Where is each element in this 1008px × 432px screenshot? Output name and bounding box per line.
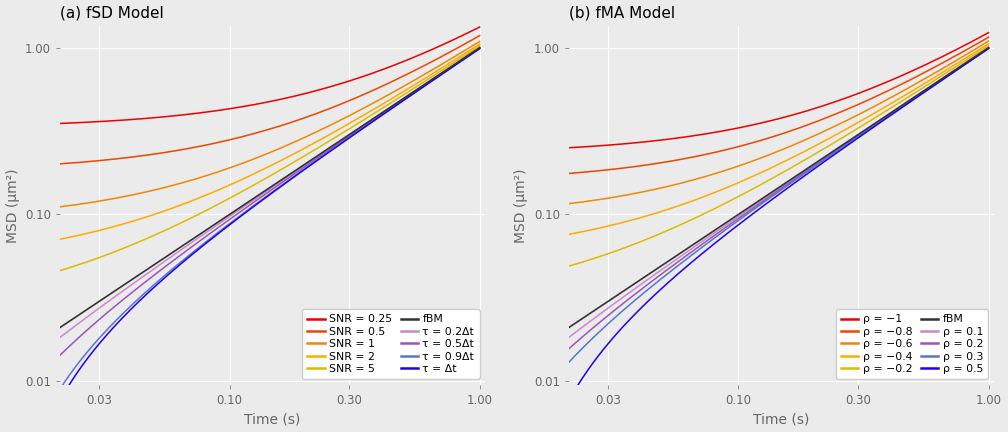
Y-axis label: MSD (μm²): MSD (μm²) (6, 168, 19, 243)
Y-axis label: MSD (μm²): MSD (μm²) (514, 168, 528, 243)
X-axis label: Time (s): Time (s) (244, 413, 300, 426)
X-axis label: Time (s): Time (s) (753, 413, 809, 426)
Text: (b) fMA Model: (b) fMA Model (569, 6, 675, 21)
Text: (a) fSD Model: (a) fSD Model (60, 6, 164, 21)
Legend: SNR = 0.25, SNR = 0.5, SNR = 1, SNR = 2, SNR = 5, fBM, τ = 0.2Δt, τ = 0.5Δt, τ =: SNR = 0.25, SNR = 0.5, SNR = 1, SNR = 2,… (301, 309, 480, 379)
Legend: ρ = −1, ρ = −0.8, ρ = −0.6, ρ = −0.4, ρ = −0.2, fBM, ρ = 0.1, ρ = 0.2, ρ = 0.3, : ρ = −1, ρ = −0.8, ρ = −0.6, ρ = −0.4, ρ … (836, 309, 989, 379)
